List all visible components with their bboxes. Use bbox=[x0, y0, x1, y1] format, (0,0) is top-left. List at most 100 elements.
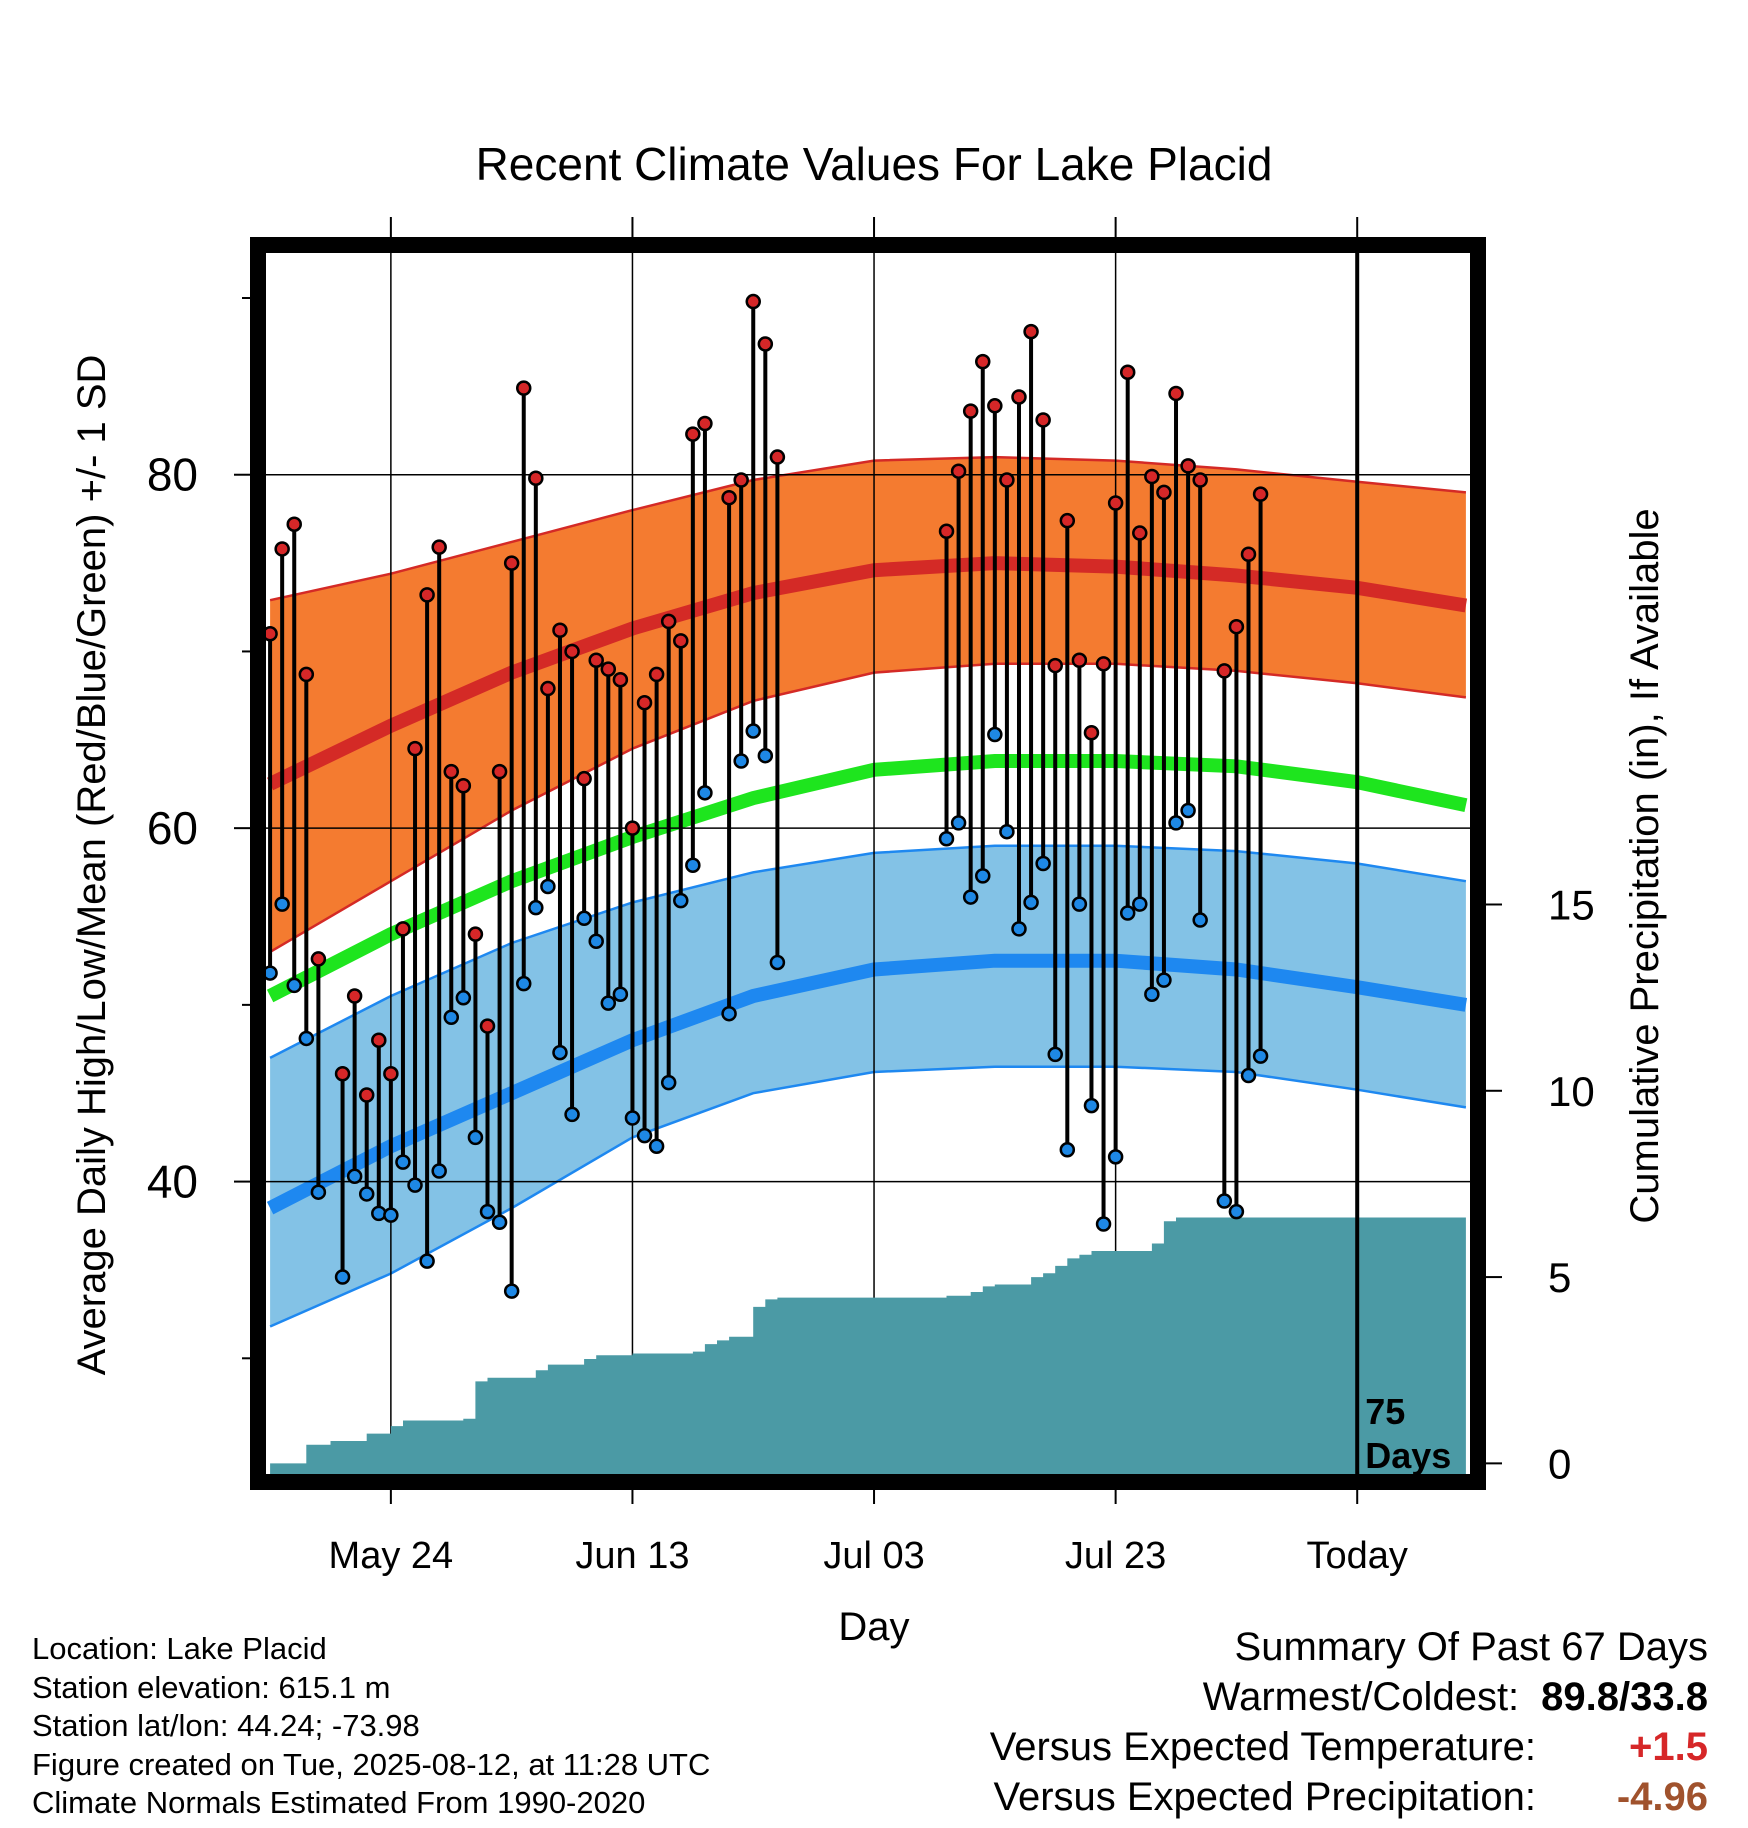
precip-value: -4.96 bbox=[1616, 1775, 1708, 1819]
daily-high-point bbox=[1095, 656, 1112, 672]
daily-high-point bbox=[443, 763, 460, 780]
summary-temp-row: Versus Expected Temperature: +1.5 bbox=[990, 1722, 1708, 1772]
daily-high-point bbox=[636, 694, 653, 711]
daily-high-point bbox=[612, 671, 629, 688]
daily-low-point bbox=[1240, 1067, 1257, 1084]
daily-low-point bbox=[479, 1203, 496, 1220]
daily-high-point bbox=[1035, 412, 1051, 428]
plot-area: 75 Days bbox=[258, 245, 1478, 1482]
daily-low-point bbox=[975, 868, 991, 884]
daily-low-point bbox=[1047, 1046, 1063, 1063]
daily-high-point bbox=[1107, 495, 1124, 511]
daily-low-point bbox=[685, 857, 701, 874]
daily-high-point bbox=[1023, 323, 1039, 340]
daily-high-point bbox=[1252, 486, 1269, 502]
y-tick-label: 80 bbox=[147, 449, 198, 501]
daily-low-point bbox=[1228, 1203, 1245, 1220]
daily-high-point bbox=[588, 652, 604, 669]
daily-high-point bbox=[346, 988, 363, 1004]
daily-high-point bbox=[1047, 657, 1063, 674]
daily-high-point bbox=[1192, 472, 1208, 488]
daily-low-point bbox=[419, 1253, 435, 1269]
daily-low-point bbox=[310, 1184, 327, 1200]
daily-low-point bbox=[600, 995, 617, 1011]
daily-low-point bbox=[1083, 1097, 1100, 1114]
daily-low-point bbox=[721, 1005, 737, 1022]
summary-heading: Summary Of Past 67 Days bbox=[1234, 1625, 1708, 1669]
x-axis-label: Day bbox=[838, 1605, 909, 1649]
daily-low-point bbox=[552, 1044, 568, 1061]
daily-low-point bbox=[443, 1009, 460, 1025]
daily-low-point bbox=[274, 896, 290, 912]
annotation-line: 75 bbox=[1365, 1391, 1405, 1432]
plot-frame bbox=[250, 237, 1486, 1490]
annotation-line: Days bbox=[1365, 1435, 1451, 1476]
y-tick-label: 40 bbox=[147, 1156, 198, 1208]
daily-low-point bbox=[515, 975, 532, 992]
y2-axis-label: Cumulative Precipitation (in), If Availa… bbox=[1623, 508, 1667, 1223]
daily-high-point bbox=[721, 489, 737, 506]
daily-high-point bbox=[503, 555, 520, 571]
daily-high-point bbox=[673, 633, 689, 649]
daily-low-point bbox=[1011, 921, 1027, 937]
daily-high-point bbox=[660, 613, 677, 630]
daily-high-point bbox=[491, 763, 508, 780]
daily-high-point bbox=[371, 1032, 387, 1048]
x-tick-label: Jul 23 bbox=[1065, 1535, 1166, 1577]
daily-low-point bbox=[1156, 972, 1172, 988]
daily-low-point bbox=[298, 1030, 315, 1047]
daily-low-point bbox=[467, 1129, 484, 1146]
daily-high-point bbox=[1071, 652, 1088, 669]
daily-high-point bbox=[310, 951, 327, 967]
daily-high-point bbox=[600, 661, 617, 677]
daily-low-point bbox=[431, 1163, 447, 1179]
daily-low-point bbox=[660, 1074, 677, 1091]
daily-low-point bbox=[745, 723, 761, 739]
daily-high-point bbox=[552, 622, 568, 638]
daily-high-point bbox=[298, 666, 315, 683]
high-normal-band bbox=[270, 457, 1466, 952]
daily-low-point bbox=[962, 889, 979, 905]
daily-high-point bbox=[962, 403, 979, 419]
daily-low-point bbox=[938, 831, 955, 847]
daily-high-point bbox=[648, 666, 665, 683]
daily-high-point bbox=[564, 643, 580, 660]
daily-low-point bbox=[1119, 905, 1136, 921]
daily-low-point bbox=[987, 726, 1003, 743]
x-tick-label: Jun 13 bbox=[575, 1535, 689, 1577]
latlon-text: Station lat/lon: 44.24; -73.98 bbox=[32, 1708, 420, 1743]
daily-low-point bbox=[673, 892, 689, 909]
daily-high-point bbox=[479, 1018, 496, 1034]
daily-low-point bbox=[1252, 1048, 1269, 1064]
elevation-text: Station elevation: 615.1 m bbox=[32, 1669, 391, 1705]
daily-high-point bbox=[1144, 468, 1160, 485]
daily-low-point bbox=[358, 1186, 375, 1202]
daily-high-point bbox=[769, 449, 786, 465]
daily-high-point bbox=[1132, 525, 1148, 541]
temp-value: +1.5 bbox=[1629, 1725, 1708, 1769]
daily-low-point bbox=[564, 1106, 580, 1123]
summary-panel: Summary Of Past 67 Days Warmest/Coldest:… bbox=[990, 1622, 1708, 1822]
daily-low-point bbox=[697, 785, 713, 801]
daily-high-point bbox=[1059, 512, 1076, 529]
normals-text: Climate Normals Estimated From 1990-2020 bbox=[32, 1785, 646, 1820]
daily-low-point bbox=[1023, 894, 1039, 911]
daily-low-point bbox=[1180, 802, 1196, 819]
daily-high-point bbox=[431, 539, 447, 555]
x-tick-label: Today bbox=[1307, 1535, 1408, 1577]
daily-high-point bbox=[1168, 385, 1184, 402]
daily-low-point bbox=[286, 977, 302, 994]
daily-high-point bbox=[745, 293, 761, 310]
y-tick-label: 60 bbox=[147, 802, 198, 854]
daily-high-point bbox=[757, 336, 774, 352]
plot-content: 75 Days bbox=[258, 245, 1478, 1482]
x-tick-label: May 24 bbox=[329, 1535, 454, 1577]
daily-low-point bbox=[383, 1207, 399, 1223]
daily-high-point bbox=[540, 680, 556, 697]
daily-high-point bbox=[286, 516, 302, 532]
daily-high-point bbox=[467, 926, 484, 942]
daily-low-point bbox=[624, 1110, 641, 1126]
daily-high-point bbox=[987, 398, 1003, 414]
daily-low-point bbox=[491, 1214, 508, 1230]
chart-title: Recent Climate Values For Lake Placid bbox=[476, 138, 1273, 190]
